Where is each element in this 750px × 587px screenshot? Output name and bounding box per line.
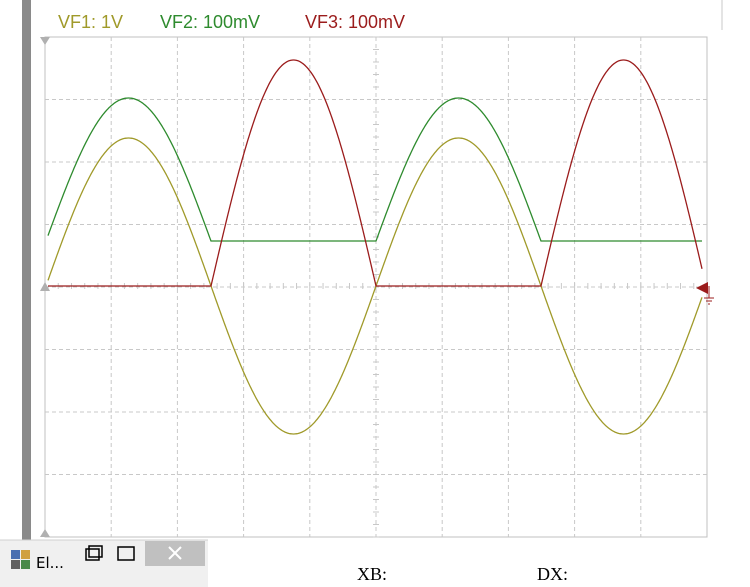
close-button[interactable]	[145, 541, 205, 566]
marker-top	[40, 37, 50, 45]
legend-entry: VF3: 100mV	[305, 12, 405, 32]
app-icon	[11, 550, 30, 569]
legend-entry: VF1: 1V	[58, 12, 123, 32]
waveform	[48, 59, 703, 287]
legend-entry: VF2: 100mV	[160, 12, 260, 32]
waveform	[47, 97, 702, 242]
channel-marker	[696, 282, 708, 294]
maximize-button[interactable]	[117, 546, 135, 561]
waveforms	[47, 59, 703, 435]
marker-zero	[40, 282, 50, 291]
waveform	[47, 137, 703, 435]
ground-symbol	[704, 286, 714, 305]
restore-button[interactable]	[85, 545, 103, 561]
readout-xb: XB:	[357, 564, 387, 584]
side-bar	[22, 0, 31, 540]
taskbar-label[interactable]: El...	[36, 554, 64, 572]
legend: VF1: 1V VF2: 100mV VF3: 100mV	[58, 12, 405, 32]
marker-bottom	[40, 529, 50, 537]
readout-dx: DX:	[537, 564, 568, 584]
